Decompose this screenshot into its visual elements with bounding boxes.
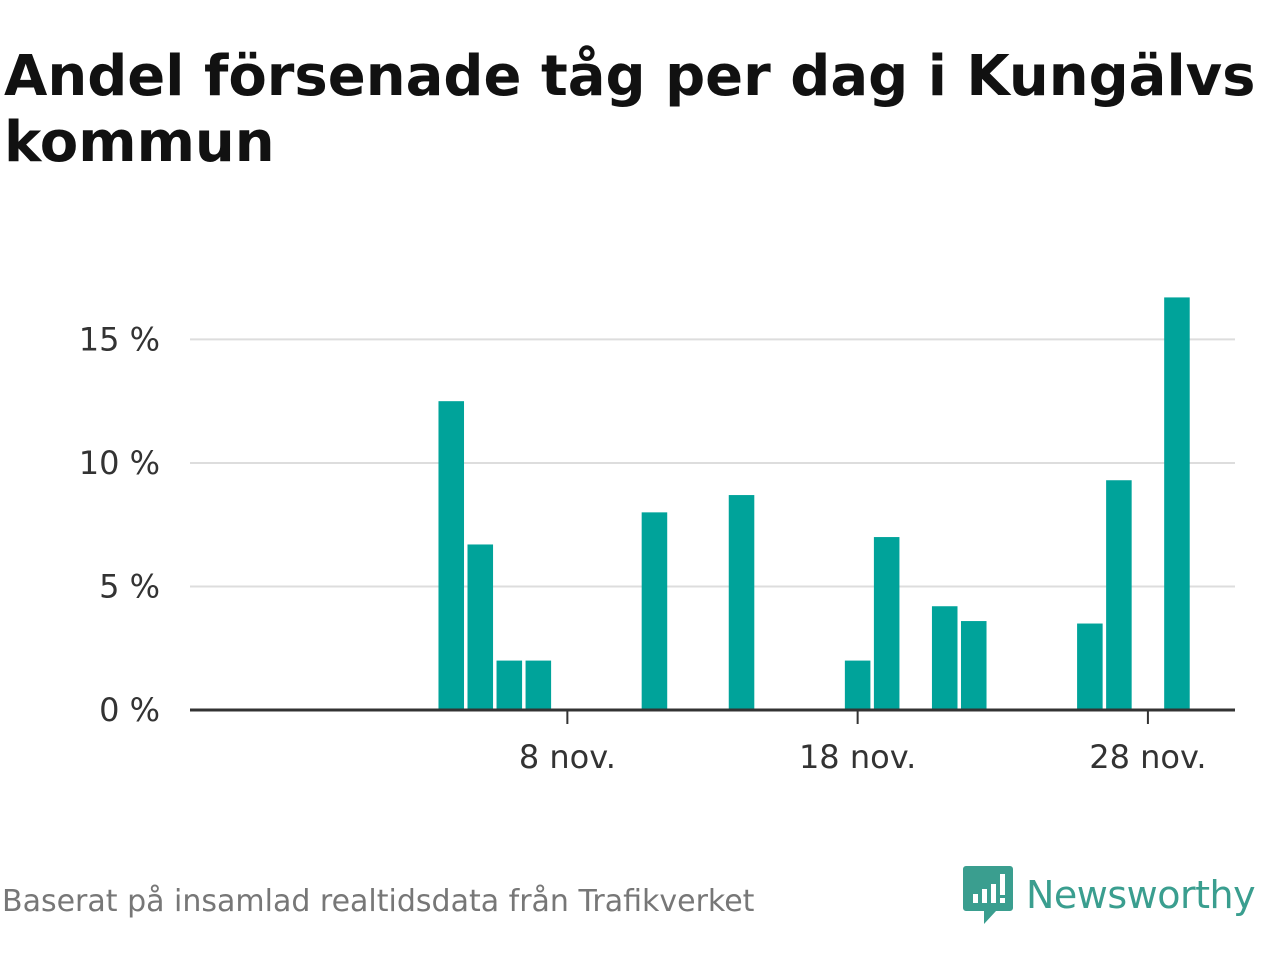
bar [1077, 623, 1103, 710]
source-note: Baserat på insamlad realtidsdata från Tr… [2, 884, 755, 919]
bar [496, 660, 523, 710]
bar [873, 537, 900, 710]
y-tick-labels: 0 % 5 % 10 % 15 % [79, 320, 160, 729]
bar [438, 401, 465, 710]
x-tick-label: 8 nov. [519, 738, 616, 776]
y-tick-label: 10 % [79, 444, 160, 482]
chart-title: Andel försenade tåg per dag i Kungälvs k… [4, 44, 1256, 175]
bar [960, 621, 987, 710]
y-tick-label: 0 % [99, 691, 160, 729]
bar [844, 660, 871, 710]
x-tick-label: 28 nov. [1089, 738, 1206, 776]
bar [1106, 480, 1132, 710]
bar [641, 512, 668, 710]
bar [467, 544, 494, 710]
axes [190, 708, 1235, 724]
x-tick-labels: 8 nov. 18 nov. 28 nov. [519, 738, 1207, 776]
bar [931, 606, 958, 710]
bar [1164, 297, 1190, 710]
newsworthy-chart-bubble-icon [963, 866, 1013, 924]
y-tick-label: 5 % [99, 567, 160, 605]
y-tick-label: 15 % [79, 320, 160, 358]
brand-name: Newsworthy [1026, 873, 1256, 917]
gridlines [190, 338, 1235, 588]
x-tick-label: 18 nov. [799, 738, 916, 776]
bar [728, 495, 755, 710]
brand-logo: Newsworthy [962, 862, 1256, 928]
bars [438, 297, 1190, 710]
bar [525, 660, 552, 710]
